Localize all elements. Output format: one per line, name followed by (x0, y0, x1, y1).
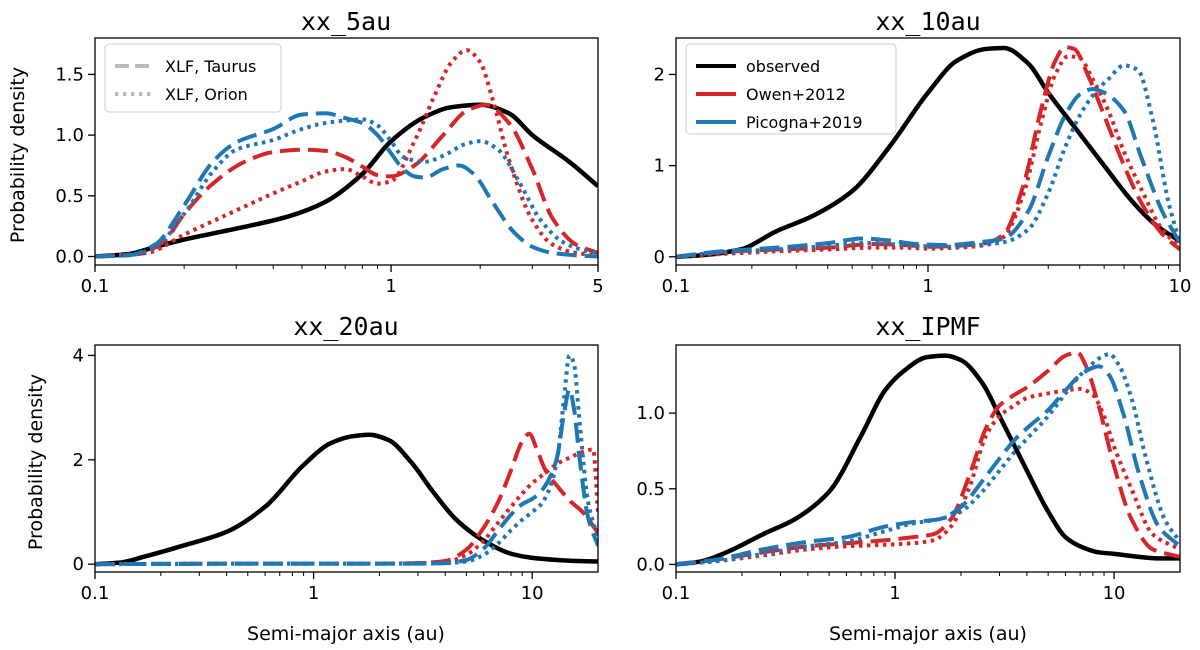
series-group (676, 45, 1180, 260)
series-line-picogna-2019-xlf-taurus (95, 387, 598, 567)
y-tick-label: 1.5 (55, 64, 84, 85)
series-group (95, 353, 598, 567)
x-tick-label: 0.1 (662, 583, 691, 604)
x-tick-label: 10 (1103, 583, 1126, 604)
series-line-picogna-2019-xlf-orion (676, 63, 1180, 259)
x-tick-label: 5 (592, 276, 603, 297)
series-line-owen-2012-xlf-orion (676, 386, 1180, 567)
y-tick-label: 0 (654, 247, 665, 268)
x-tick-label: 1 (385, 276, 396, 297)
y-axis-label: Probability density (25, 374, 47, 550)
y-tick-label: 2 (73, 450, 84, 471)
legend-label: XLF, Taurus (165, 57, 256, 76)
axes-frame (675, 344, 1181, 573)
legend-label: Picogna+2019 (746, 113, 863, 132)
y-axis-label: Probability density (7, 67, 29, 243)
y-tick-label: 1.0 (636, 403, 665, 424)
x-tick-label: 0.1 (662, 276, 691, 297)
x-tick-label: 0.1 (81, 276, 110, 297)
series-line-owen-2012-xlf-taurus (95, 431, 598, 567)
y-tick-label: 0.5 (636, 479, 665, 500)
x-axis-label: Semi-major axis (au) (829, 623, 1027, 645)
x-tick-label: 1 (889, 583, 900, 604)
panel-title: xx_10au (875, 7, 980, 36)
y-tick-label: 0.0 (55, 247, 84, 268)
y-tick-label: 1.0 (55, 125, 84, 146)
x-tick-label: 1 (308, 583, 319, 604)
series-line-observed (95, 432, 598, 567)
axes-frame (94, 344, 599, 573)
series-line-observed (95, 102, 598, 259)
series-line-observed (676, 353, 1180, 567)
series-group (95, 48, 598, 259)
panel-title: xx_IPMF (875, 312, 980, 341)
x-tick-label: 10 (521, 583, 544, 604)
y-tick-label: 0 (73, 554, 84, 575)
panel-xx-ipmf: xx_IPMF Semi-major axis (au) 0.1 1 10 0.0 0.… (636, 312, 1181, 645)
x-tick-label: 10 (1169, 276, 1192, 297)
legend-frame (685, 43, 897, 135)
series-line-owen-2012-xlf-taurus (95, 102, 598, 259)
panel-title: xx_5au (301, 7, 391, 36)
x-tick-label: 1 (922, 276, 933, 297)
y-tick-label: 0.5 (55, 186, 84, 207)
series-line-picogna-2019-xlf-taurus (676, 87, 1180, 259)
legend-label: Owen+2012 (746, 85, 846, 104)
panel-xx-10au: xx_10au 0.1 1 10 0 1 2 observed Owen+2012 Picog… (654, 7, 1192, 297)
x-tick-label: 0.1 (81, 583, 110, 604)
series-line-picogna-2019-xlf-taurus (95, 111, 598, 259)
series-line-picogna-2019-xlf-orion (676, 352, 1180, 567)
y-tick-label: 4 (73, 345, 84, 366)
axes-frame (94, 37, 599, 266)
y-tick-label: 2 (654, 64, 665, 85)
panel-title: xx_20au (293, 312, 398, 341)
series-line-owen-2012-xlf-orion (95, 447, 598, 567)
panel-xx-5au: xx_5au Probability density 0.1 1 5 0.0 0.5 1.… (7, 7, 604, 297)
series-line-picogna-2019-xlf-orion (95, 353, 598, 567)
series-line-owen-2012-xlf-taurus (676, 350, 1180, 567)
series-line-picogna-2019-xlf-taurus (676, 364, 1180, 567)
legend-label: XLF, Orion (165, 85, 248, 104)
y-tick-label: 0.0 (636, 554, 665, 575)
x-axis-label: Semi-major axis (au) (247, 623, 445, 645)
panel-xx-20au: xx_20au Probability density Semi-major a… (25, 312, 599, 645)
series-line-picogna-2019-xlf-orion (95, 117, 598, 259)
y-tick-label: 1 (654, 156, 665, 177)
series-line-observed (676, 45, 1180, 260)
series-line-owen-2012-xlf-orion (676, 54, 1180, 259)
series-line-owen-2012-xlf-taurus (676, 45, 1180, 259)
legend-label: observed (746, 57, 820, 76)
series-group (676, 350, 1180, 567)
